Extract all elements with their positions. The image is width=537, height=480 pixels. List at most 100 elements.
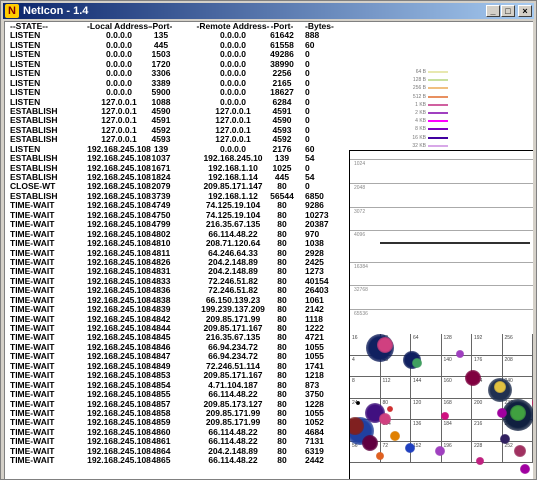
cell-remote: 0.0.0.0 — [220, 68, 246, 79]
grid-number: 256 — [504, 335, 513, 341]
legend-label: 4 KB — [415, 118, 426, 125]
header-state: --STATE-- — [10, 21, 48, 31]
cell-state: TIME-WAIT — [10, 341, 55, 352]
cell-local: 192.168.245.108 — [87, 181, 151, 192]
maximize-button[interactable]: □ — [501, 5, 515, 17]
cell-lport: 4858 — [151, 407, 171, 418]
graph-band — [350, 230, 533, 231]
close-button[interactable]: × — [518, 5, 532, 17]
cell-remote: 216.35.67.135 — [205, 219, 261, 230]
cell-lport: 4855 — [151, 389, 171, 400]
cell-rport: 80 — [277, 426, 287, 437]
cell-local: 192.168.245.108 — [87, 153, 151, 164]
cell-bytes: 9286 — [305, 200, 324, 211]
cell-rport: 80 — [277, 313, 287, 324]
title-bar[interactable]: N NetIcon - 1.4 _ □ × — [3, 3, 534, 19]
cell-bytes: 1741 — [305, 360, 324, 371]
grid-number: 80 — [382, 399, 389, 406]
cell-rport: 80 — [277, 294, 287, 305]
cell-rport: 80 — [277, 266, 287, 277]
cell-lport: 4860 — [151, 426, 171, 437]
cell-bytes: 4684 — [305, 426, 324, 437]
cell-state: ESTABLISH — [10, 105, 58, 116]
grid-cell: 168 — [441, 398, 472, 420]
cell-state: ESTABLISH — [10, 134, 58, 145]
cell-rport: 80 — [277, 219, 287, 230]
cell-rport: 18627 — [270, 87, 294, 98]
grid-cell: 64 — [411, 334, 442, 356]
cell-bytes: 0 — [305, 49, 310, 60]
cell-local: 192.168.245.108 — [87, 285, 151, 296]
cell-remote: 209.85.171.167 — [203, 323, 263, 333]
legend-label: 8 KB — [415, 126, 426, 133]
cell-rport: 80 — [277, 247, 287, 258]
traffic-blob — [390, 431, 400, 441]
legend-entry: 4 KB — [398, 117, 448, 125]
cell-bytes: 6319 — [305, 445, 324, 456]
grid-number: 4 — [352, 356, 355, 363]
cell-rport: 2165 — [272, 77, 292, 88]
cell-local: 127.0.0.1 — [101, 105, 137, 116]
cell-rport: 2176 — [272, 143, 292, 154]
cell-lport: 135 — [153, 30, 169, 41]
grid-number: 64 — [413, 335, 419, 341]
minimize-button[interactable]: _ — [486, 5, 500, 17]
cell-lport: 4749 — [151, 200, 171, 211]
traffic-blob — [520, 464, 530, 474]
app-n-icon[interactable]: N — [5, 4, 19, 18]
band-label: 32768 — [354, 287, 368, 293]
cell-remote: 127.0.0.1 — [215, 115, 251, 126]
cell-state: TIME-WAIT — [10, 407, 55, 418]
cell-local: 192.168.245.108 — [87, 172, 151, 182]
cell-remote: 74.125.19.104 — [205, 209, 261, 220]
cell-lport: 4810 — [151, 238, 171, 249]
cell-remote: 66.94.234.72 — [208, 351, 258, 362]
traffic-blob — [494, 381, 506, 393]
grid-cell: 4 — [350, 355, 381, 377]
grid-cell: 192 — [472, 334, 503, 356]
cell-local: 192.168.245.108 — [87, 143, 151, 154]
cell-lport: 4799 — [151, 219, 171, 230]
cell-remote: 64.246.64.33 — [208, 247, 258, 258]
cell-bytes: 1222 — [305, 323, 324, 333]
cell-remote: 66.150.139.23 — [205, 294, 261, 305]
cell-state: TIME-WAIT — [10, 209, 55, 220]
grid-number: 160 — [443, 378, 452, 384]
traffic-blob — [476, 457, 484, 465]
grid-cell: 140 — [441, 355, 472, 377]
cell-lport: 4591 — [151, 115, 171, 126]
cell-local: 192.168.245.108 — [87, 398, 151, 409]
cell-local: 192.168.245.108 — [87, 417, 151, 428]
cell-remote: 66.114.48.22 — [208, 455, 258, 466]
window-title: NetIcon - 1.4 — [23, 5, 89, 17]
cell-state: LISTEN — [10, 30, 41, 41]
cell-bytes: 3750 — [305, 389, 324, 400]
cell-lport: 139 — [153, 143, 169, 154]
cell-lport: 1037 — [151, 153, 171, 164]
cell-rport: 80 — [277, 407, 287, 418]
cell-lport: 4849 — [151, 360, 171, 371]
traffic-blob — [376, 452, 384, 460]
cell-lport: 4838 — [151, 294, 171, 305]
cell-bytes: 0 — [305, 134, 310, 145]
grid-number: 16 — [352, 335, 358, 341]
graph-band — [350, 309, 533, 310]
cell-lport: 4846 — [151, 341, 171, 352]
cell-rport: 80 — [277, 209, 287, 220]
cell-local: 192.168.245.108 — [87, 247, 151, 258]
cell-lport: 445 — [153, 39, 169, 50]
cell-local: 192.168.245.108 — [87, 209, 151, 220]
cell-rport: 139 — [274, 153, 290, 164]
cell-remote: 0.0.0.0 — [220, 30, 246, 41]
cell-state: CLOSE-WT — [10, 181, 56, 192]
traffic-blob — [350, 417, 364, 435]
cell-state: TIME-WAIT — [10, 275, 55, 286]
grid-cell: 228 — [472, 441, 503, 463]
band-label: 2048 — [354, 185, 366, 191]
activity-trace — [380, 242, 530, 244]
cell-local: 0.0.0.0 — [106, 30, 132, 41]
cell-bytes: 0 — [305, 181, 310, 192]
graph-band — [350, 285, 533, 286]
grid-cell: 80 — [380, 398, 411, 420]
cell-remote: 66.114.48.22 — [208, 228, 258, 239]
